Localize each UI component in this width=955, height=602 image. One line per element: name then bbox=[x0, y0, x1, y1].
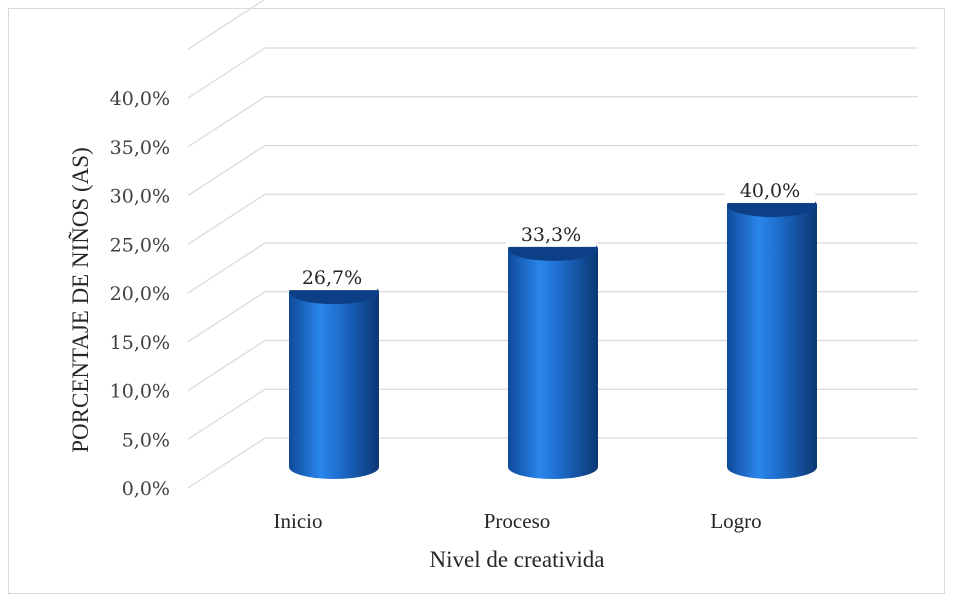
x-axis-categories: Inicio Proceso Logro bbox=[274, 509, 762, 533]
bar-inicio: 26,7% bbox=[287, 264, 379, 479]
gridline-depth bbox=[187, 144, 266, 197]
x-axis-title: Nivel de creativida bbox=[430, 547, 605, 572]
y-axis-ticks: 0,0% 5,0% 10,0% 15,0% 20,0% 25,0% 30,0% 35,0% 40… bbox=[110, 88, 170, 500]
bar-body bbox=[508, 248, 598, 479]
y-tick-label: 40,0% bbox=[110, 88, 170, 110]
gridline-depth bbox=[187, 437, 266, 489]
data-label-bg bbox=[725, 177, 815, 203]
y-tick-label: 0,0% bbox=[122, 478, 170, 500]
y-tick-label: 25,0% bbox=[110, 234, 170, 256]
gridline-depth bbox=[187, 291, 266, 343]
bar-proceso: 33,3% bbox=[506, 220, 598, 479]
gridline-depth bbox=[187, 47, 266, 99]
gridline-depth bbox=[187, 339, 266, 392]
x-tick-label: Inicio bbox=[274, 509, 323, 533]
x-tick-label: Proceso bbox=[484, 509, 551, 533]
y-tick-label: 10,0% bbox=[110, 381, 170, 403]
x-tick-label: Logro bbox=[710, 509, 761, 533]
data-label-bg bbox=[287, 264, 377, 291]
data-label-bg bbox=[506, 220, 596, 247]
y-tick-label: 15,0% bbox=[110, 332, 170, 354]
bar-body bbox=[289, 292, 379, 479]
bar-logro: 40,0% bbox=[725, 177, 817, 479]
y-tick-label: 5,0% bbox=[122, 429, 170, 451]
bars: 26,7% 33,3% 40,0% bbox=[287, 177, 817, 479]
data-label: 26,7% bbox=[302, 267, 362, 289]
gridline-depth bbox=[187, 193, 266, 245]
y-tick-label: 30,0% bbox=[110, 186, 170, 208]
data-label: 40,0% bbox=[740, 180, 800, 202]
y-tick-label: 20,0% bbox=[110, 283, 170, 305]
gridline-depth bbox=[187, 242, 266, 294]
data-label: 33,3% bbox=[521, 224, 581, 246]
gridline-depth bbox=[187, 388, 266, 440]
y-tick-label: 35,0% bbox=[110, 137, 170, 159]
bar-body bbox=[727, 205, 817, 479]
gridline-depth bbox=[187, 96, 266, 148]
y-axis-title: PORCENTAJE DE NIÑOS (AS) bbox=[68, 147, 93, 452]
gridline-depth bbox=[187, 0, 265, 50]
